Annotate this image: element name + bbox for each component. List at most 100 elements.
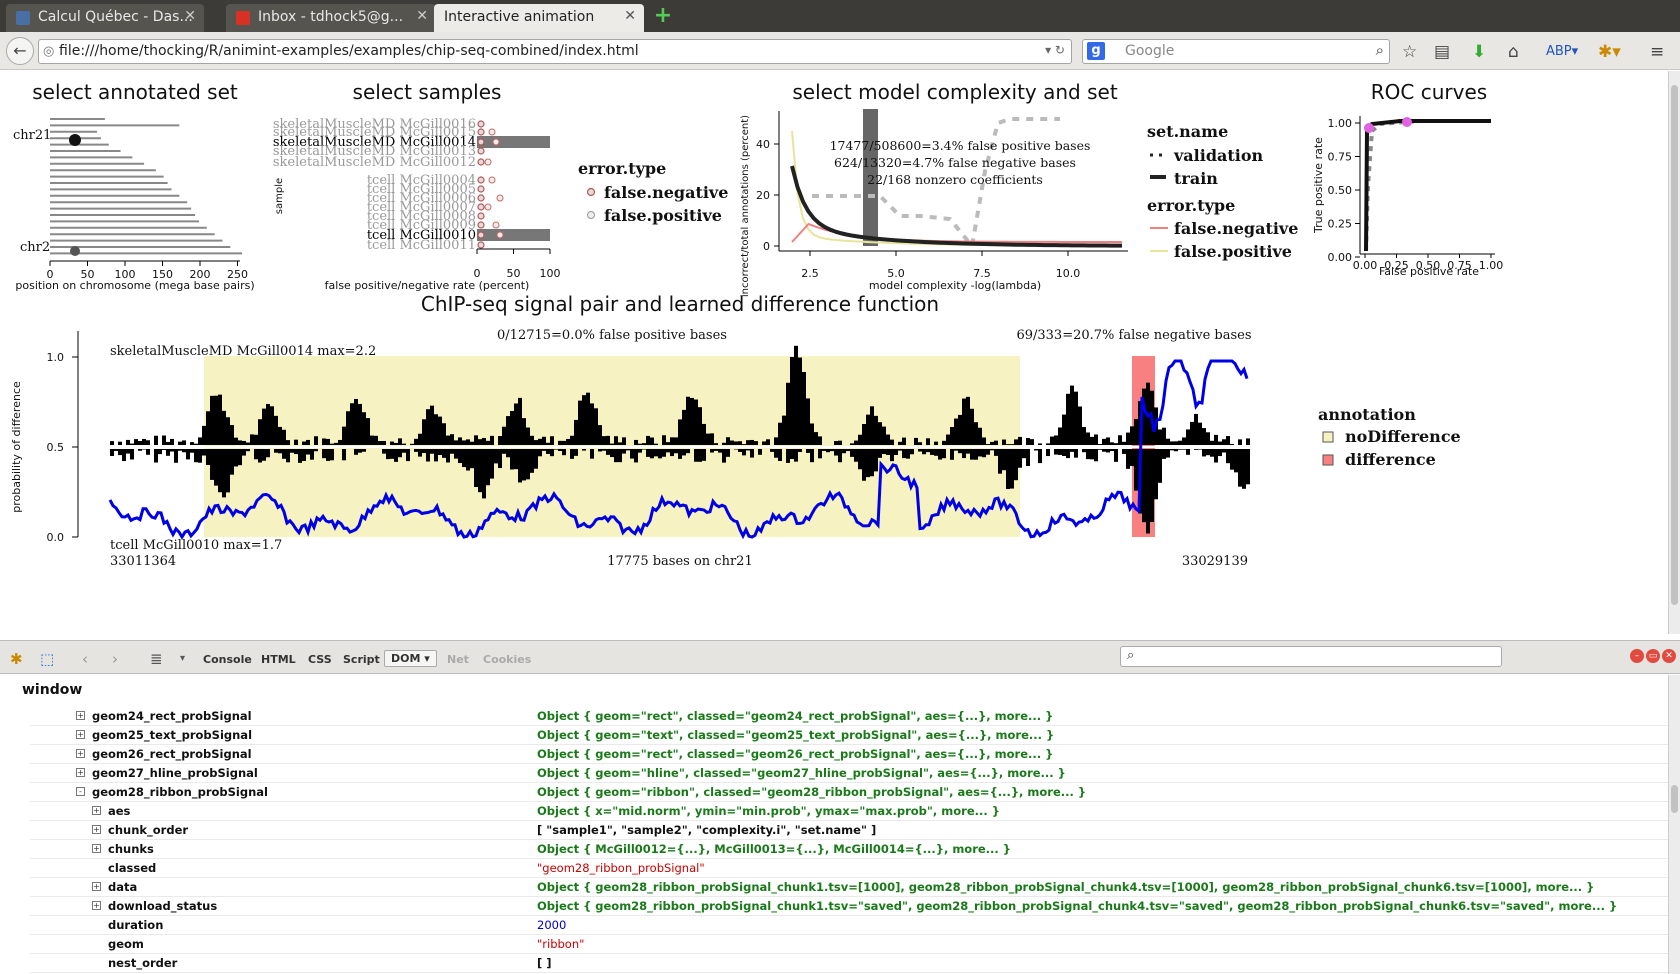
dropdown-icon[interactable]: ▾: [180, 653, 186, 664]
sample-name[interactable]: skeletalMuscleMD McGill0012: [273, 155, 476, 170]
error-type-false-negative[interactable]: false.negative: [604, 183, 728, 202]
dom-row-value[interactable]: Object { geom28_ribbon_probSignal_chunk1…: [537, 880, 1595, 894]
sample-name[interactable]: skeletalMuscleMD McGill0013: [273, 144, 476, 159]
reload-icon[interactable]: ▾ ↻: [1045, 43, 1065, 57]
sample-name[interactable]: tcell McGill0004: [367, 173, 476, 188]
expand-icon[interactable]: +: [92, 806, 101, 815]
devtools-search-input[interactable]: ⌕: [1120, 646, 1502, 667]
sample-name[interactable]: tcell McGill0010: [367, 228, 476, 243]
sample-name[interactable]: tcell McGill0009: [367, 218, 476, 233]
nodifference-legend-swatch[interactable]: [1322, 431, 1334, 443]
minimize-icon[interactable]: –: [1630, 649, 1644, 663]
sample-name[interactable]: skeletalMuscleMD McGill0016: [273, 117, 476, 132]
selected-chr21-point[interactable]: [69, 134, 81, 146]
devtab-css[interactable]: CSS: [308, 653, 332, 666]
sample-name[interactable]: tcell McGill0011: [367, 238, 476, 253]
annotation-difference[interactable]: difference: [1345, 450, 1436, 469]
dom-row[interactable]: + geom27_hline_probSignal Object { geom="h…: [30, 764, 1668, 783]
dom-row[interactable]: + chunks Object { McGill0012={...}, McGill…: [30, 840, 1668, 859]
expand-icon[interactable]: +: [76, 711, 85, 720]
devtab-net[interactable]: Net: [447, 653, 469, 666]
sample-name[interactable]: tcell McGill0005: [367, 182, 476, 197]
back-button[interactable]: ←: [6, 37, 34, 65]
dom-row-value[interactable]: Object { x="mid.norm", ymin="min.prob", …: [537, 804, 1000, 818]
dom-row[interactable]: duration 2000: [30, 916, 1668, 935]
roc-validation-curve[interactable]: [1364, 119, 1491, 252]
close-devtools-icon[interactable]: ✕: [1662, 649, 1676, 663]
chr2-point[interactable]: [70, 246, 80, 256]
sample-name[interactable]: tcell McGill0007: [367, 200, 476, 215]
expand-icon[interactable]: +: [76, 749, 85, 758]
adblock-icon[interactable]: ABP▾: [1546, 44, 1579, 59]
model-error-false-negative[interactable]: false.negative: [1174, 219, 1298, 238]
home-icon[interactable]: ⌂: [1508, 42, 1519, 62]
bookmarks-list-icon[interactable]: ▤: [1434, 42, 1451, 62]
new-tab-button[interactable]: +: [653, 3, 673, 28]
dom-scrollbar-thumb[interactable]: [1671, 785, 1678, 813]
devtab-cookies[interactable]: Cookies: [483, 653, 532, 666]
bookmark-star-icon[interactable]: ☆: [1402, 42, 1418, 62]
dom-row[interactable]: + geom26_rect_probSignal Object { geom="re…: [30, 745, 1668, 764]
devtab-console[interactable]: Console: [203, 653, 252, 666]
dom-row[interactable]: + data Object { geom28_ribbon_probSignal_c…: [30, 878, 1668, 897]
close-icon[interactable]: ✕: [184, 8, 196, 24]
firebug-icon[interactable]: ✱: [10, 650, 23, 668]
tab-calcul-quebec[interactable]: Calcul Québec - Das... ✕: [6, 4, 204, 32]
dom-row-value[interactable]: Object { geom="rect", classed="geom26_re…: [537, 747, 1054, 761]
roc-selected-point[interactable]: [1364, 123, 1374, 133]
dom-row[interactable]: + geom25_text_probSignal Object { geom="te…: [30, 726, 1668, 745]
dom-row[interactable]: geom "ribbon": [30, 935, 1668, 954]
dom-row-value[interactable]: [ "sample1", "sample2", "complexity.i", …: [537, 823, 877, 837]
inspect-element-icon[interactable]: ⬚: [40, 650, 55, 668]
url-bar[interactable]: ◎ file:///home/thocking/R/animint-exampl…: [38, 39, 1072, 64]
back-arrow-icon[interactable]: ‹: [82, 650, 88, 668]
sample-name[interactable]: skeletalMuscleMD McGill0015: [273, 125, 476, 140]
dom-row-value[interactable]: Object { geom="hline", classed="geom27_h…: [537, 766, 1066, 780]
dom-scrollbar[interactable]: [1668, 675, 1680, 974]
close-icon[interactable]: ✕: [624, 8, 636, 24]
train-error-curve[interactable]: [790, 165, 1123, 248]
sample-name[interactable]: tcell McGill0006: [367, 191, 476, 206]
dom-row-value[interactable]: Object { McGill0012={...}, McGill0013={.…: [537, 842, 1011, 856]
dom-row[interactable]: classed "geom28_ribbon_probSignal": [30, 859, 1668, 878]
dom-row[interactable]: - geom28_ribbon_probSignal Object { geom="…: [30, 783, 1668, 802]
dom-row[interactable]: + download_status Object { geom28_ribbon_p…: [30, 897, 1668, 916]
dom-row-value[interactable]: "geom28_ribbon_probSignal": [537, 861, 705, 875]
dom-row-value[interactable]: "ribbon": [537, 937, 585, 951]
dom-row-value[interactable]: Object { geom="ribbon", classed="geom28_…: [537, 785, 1087, 799]
dom-row[interactable]: + chunk_order [ "sample1", "sample2", "com…: [30, 821, 1668, 840]
forward-arrow-icon[interactable]: ›: [112, 650, 118, 668]
google-icon[interactable]: g: [1087, 42, 1105, 60]
close-icon[interactable]: ✕: [416, 8, 428, 24]
sample-name[interactable]: tcell McGill0008: [367, 209, 476, 224]
dom-row-value[interactable]: [ ]: [537, 956, 552, 970]
search-icon[interactable]: ⌕: [1375, 41, 1384, 59]
expand-icon[interactable]: +: [92, 901, 101, 910]
tab-inbox[interactable]: Inbox - tdhock5@g... ✕: [226, 4, 436, 32]
expand-icon[interactable]: +: [76, 768, 85, 777]
scrollbar-thumb[interactable]: [1671, 85, 1678, 605]
roc-train-curve[interactable]: [1364, 119, 1491, 252]
annotation-nodifference[interactable]: noDifference: [1345, 427, 1461, 446]
tab-interactive-animation[interactable]: Interactive animation ✕: [434, 4, 644, 32]
firebug-icon[interactable]: ✱▾: [1598, 42, 1621, 62]
validation-error-curve[interactable]: [812, 117, 1060, 251]
selected-complexity-bar[interactable]: [863, 109, 878, 246]
dom-row-value[interactable]: Object { geom="text", classed="geom25_te…: [537, 728, 1055, 742]
set-name-validation[interactable]: validation: [1173, 146, 1264, 165]
list-icon[interactable]: ≣: [150, 650, 163, 668]
download-icon[interactable]: ⬇: [1472, 42, 1487, 62]
devtab-dom[interactable]: DOM ▾: [384, 650, 437, 667]
set-name-train[interactable]: train: [1174, 169, 1218, 188]
devtab-html[interactable]: HTML: [261, 653, 296, 666]
model-error-false-positive[interactable]: false.positive: [1174, 242, 1292, 261]
page-scrollbar[interactable]: [1668, 71, 1680, 634]
error-type-false-positive[interactable]: false.positive: [604, 206, 722, 225]
probability-of-difference-line[interactable]: [108, 359, 1249, 540]
dom-row-value[interactable]: Object { geom28_ribbon_probSignal_chunk1…: [537, 899, 1618, 913]
sample-name[interactable]: skeletalMuscleMD McGill0014: [273, 135, 476, 150]
detach-icon[interactable]: ▭: [1646, 649, 1660, 663]
search-bar[interactable]: g Google ⌕: [1082, 39, 1390, 64]
dom-row-value[interactable]: Object { geom="rect", classed="geom24_re…: [537, 709, 1054, 723]
expand-icon[interactable]: +: [92, 825, 101, 834]
